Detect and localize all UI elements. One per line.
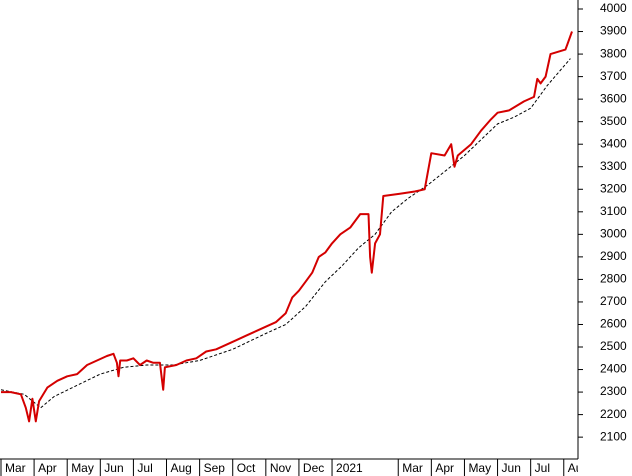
y-tick-label: 2500	[600, 339, 627, 353]
x-tick-label: Mar	[5, 461, 26, 475]
x-tick-label: Aug	[171, 461, 192, 475]
x-tick-label: May	[71, 461, 94, 475]
y-tick-label: 4000	[600, 1, 627, 15]
x-tick-label: Sep	[204, 461, 226, 475]
y-tick-label: 3400	[600, 136, 627, 150]
line-series	[0, 58, 571, 409]
y-tick-label: 3100	[600, 204, 627, 218]
line-series	[1, 31, 573, 423]
y-tick-label: 2200	[600, 407, 627, 421]
x-tick-label: Mar	[402, 461, 423, 475]
y-tick-label: 2600	[600, 317, 627, 331]
x-tick-label: Oct	[237, 461, 256, 475]
y-tick-label: 3200	[600, 181, 627, 195]
x-tick-label: Aug	[568, 461, 589, 475]
x-tick-label: Apr	[38, 461, 57, 475]
x-tick-label: Dec	[303, 461, 324, 475]
y-tick-label: 3000	[600, 227, 627, 241]
y-tick-label: 2900	[600, 249, 627, 263]
x-tick-label: 2021	[336, 461, 363, 475]
x-tick-label: Jun	[104, 461, 123, 475]
x-labels: Mar Apr May Jun Jul Aug Sep Oct Nov Dec 2021 Mar Apr…	[5, 461, 589, 475]
y-tick-label: 2300	[600, 384, 627, 398]
y-tick-label: 3900	[600, 24, 627, 38]
y-tick-label: 2400	[600, 362, 627, 376]
x-tick-label: Apr	[435, 461, 454, 475]
y-tick-label: 3300	[600, 159, 627, 173]
y-tick-label: 2100	[600, 429, 627, 443]
y-tick-label: 3600	[600, 91, 627, 105]
x-tick-label: Nov	[270, 461, 291, 475]
x-tick-label: Jul	[535, 461, 550, 475]
x-tick-label: May	[468, 461, 491, 475]
y-tick-label: 3500	[600, 114, 627, 128]
y-tick-label: 2700	[600, 294, 627, 308]
x-tick-label: Jun	[502, 461, 521, 475]
y-tick-label: 3700	[600, 69, 627, 83]
y-tick-label: 3800	[600, 46, 627, 60]
x-tick-label: Jul	[137, 461, 152, 475]
y-tick-label: 2800	[600, 272, 627, 286]
